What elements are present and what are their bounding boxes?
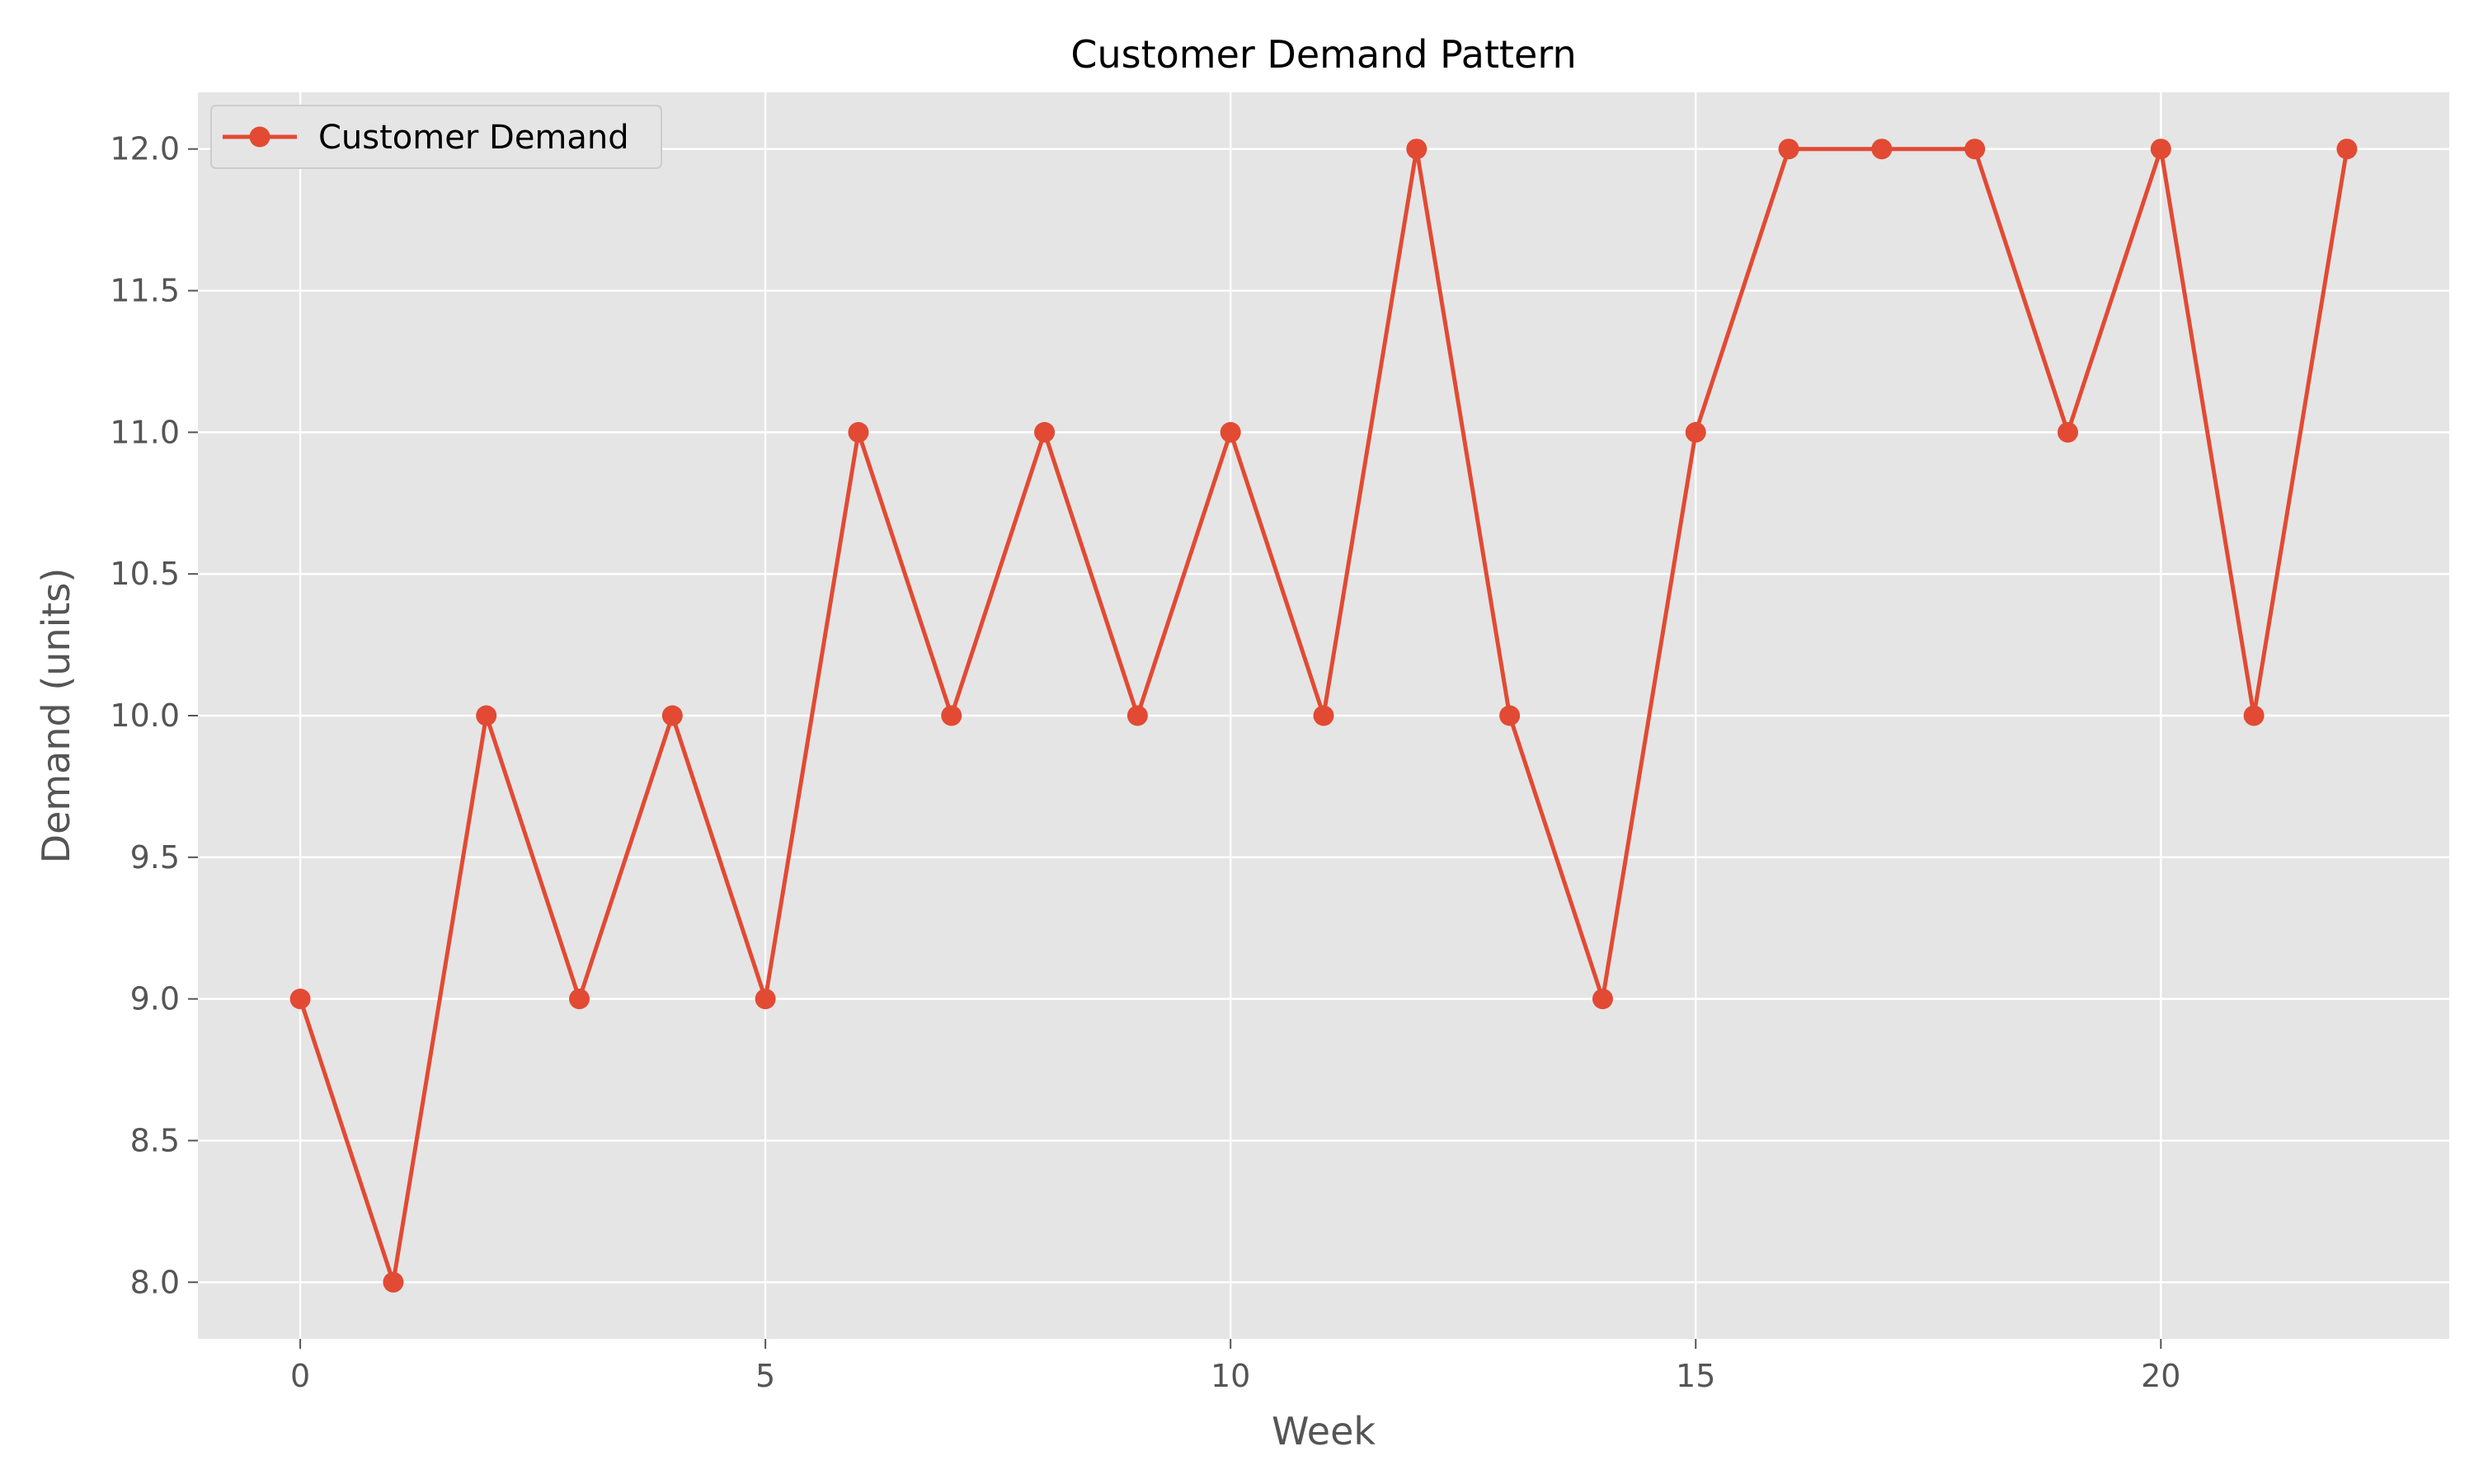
data-point	[1220, 421, 1241, 443]
legend-entry-customer-demand: Customer Demand	[318, 119, 629, 157]
data-point	[1685, 421, 1706, 443]
x-tick-label: 15	[1676, 1358, 1715, 1394]
x-axis-label: Week	[1272, 1409, 1376, 1453]
y-tick-label: 11.0	[110, 414, 180, 450]
data-point	[661, 705, 683, 726]
x-tick-label: 5	[755, 1358, 775, 1394]
y-axis-label: Demand (units)	[34, 568, 78, 864]
legend-marker-swatch	[249, 126, 270, 148]
chart-title: Customer Demand Pattern	[1070, 32, 1576, 77]
x-tick-label: 20	[2141, 1358, 2180, 1394]
data-point	[1313, 705, 1334, 726]
y-tick-label: 8.0	[130, 1264, 180, 1300]
data-point	[1126, 705, 1148, 726]
data-point	[383, 1271, 404, 1293]
legend: Customer Demand	[210, 105, 662, 169]
y-tick-label: 9.0	[130, 981, 180, 1017]
legend-box	[210, 105, 662, 169]
data-point	[1499, 705, 1521, 726]
data-point	[848, 421, 869, 443]
y-tick-label: 12.0	[110, 131, 180, 167]
y-tick-label: 10.5	[110, 556, 180, 592]
data-point	[1406, 139, 1427, 160]
data-point	[2243, 705, 2265, 726]
data-point	[1592, 989, 1613, 1010]
data-point	[2336, 139, 2358, 160]
data-point	[569, 989, 590, 1010]
y-tick-label: 8.5	[130, 1122, 180, 1158]
data-point	[1871, 139, 1893, 160]
data-point	[1034, 421, 1056, 443]
data-point	[289, 989, 311, 1010]
x-tick-label: 0	[290, 1358, 310, 1394]
data-point	[1778, 139, 1799, 160]
y-tick-label: 9.5	[130, 839, 180, 876]
x-tick-label: 10	[1211, 1358, 1250, 1394]
x-axis-ticks: 0 5 10 15 20	[290, 1339, 2180, 1394]
data-point	[755, 989, 776, 1010]
y-tick-label: 11.5	[110, 273, 180, 309]
data-point	[2057, 421, 2078, 443]
data-point	[941, 705, 962, 726]
y-tick-label: 10.0	[110, 697, 180, 734]
y-axis-ticks: 8.0 8.5 9.0 9.5 10.0 10.5 11.0 11.5 12.0	[110, 131, 198, 1300]
data-point	[476, 705, 497, 726]
data-point	[2150, 139, 2171, 160]
series-layer	[289, 139, 2358, 1293]
data-point	[1964, 139, 1986, 160]
